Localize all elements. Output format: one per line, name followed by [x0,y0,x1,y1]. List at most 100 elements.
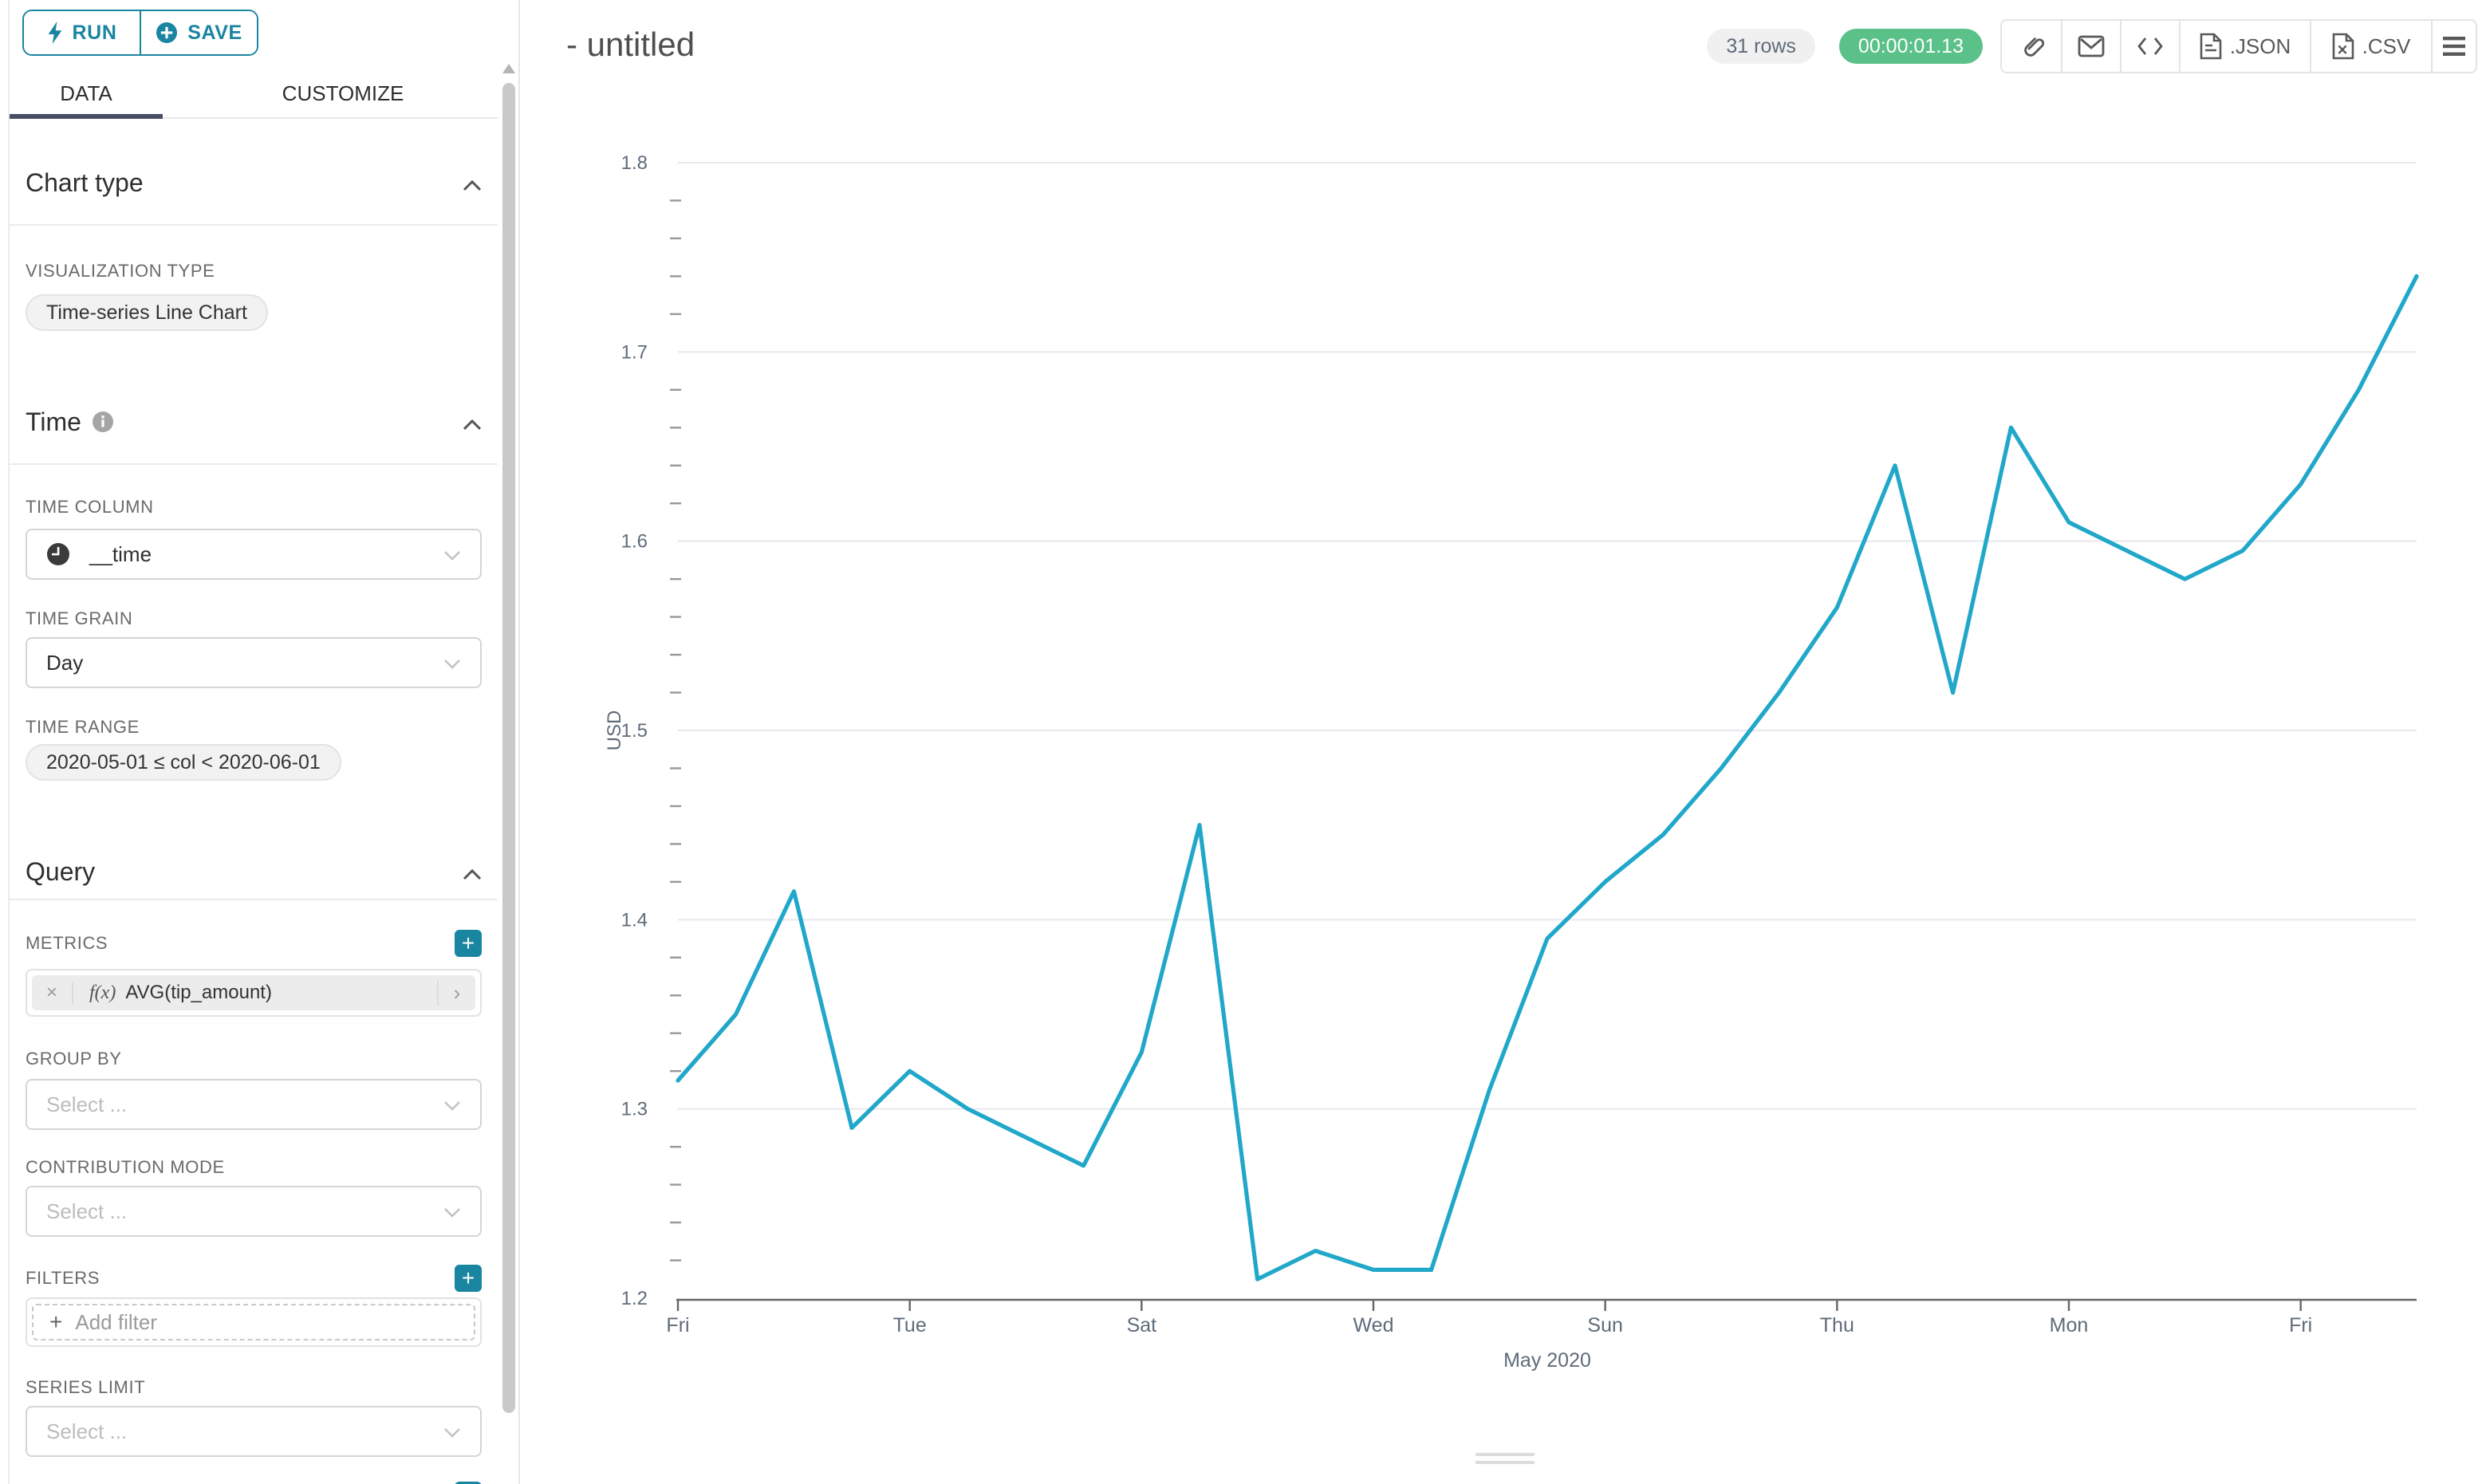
x-axis-tick-label: Thu [1820,1314,1854,1336]
filters-row: FILTERS + [10,1264,498,1293]
sidebar-scrollbar [498,0,520,1484]
x-axis-tick-label: Mon [2050,1314,2089,1336]
filters-label: FILTERS [26,1268,100,1288]
clock-icon [46,542,70,566]
save-button[interactable]: SAVE [140,11,257,54]
embed-code-button[interactable] [2120,21,2179,72]
divider [10,224,498,226]
add-filter-label: Add filter [75,1309,157,1334]
scrollbar-up-arrow[interactable] [502,64,515,73]
chevron-down-icon [443,1419,461,1444]
row-count-badge[interactable]: 31 rows [1707,29,1815,64]
contribution-mode-label: CONTRIBUTION MODE [26,1157,225,1177]
chevron-up-icon[interactable] [463,857,482,887]
chart-title[interactable]: - untitled [566,26,695,63]
chevron-down-icon [443,651,461,675]
metrics-label: METRICS [26,933,108,953]
time-column-value: __time [89,541,152,566]
section-chart-type-header[interactable]: Chart type [10,163,498,202]
scrollbar-thumb[interactable] [502,83,515,1413]
group-by-placeholder: Select ... [46,1092,128,1116]
chevron-down-icon [443,1199,461,1224]
chevron-up-icon[interactable] [463,407,482,437]
link-icon [2024,37,2044,57]
time-column-select[interactable]: __time [26,529,482,580]
run-button[interactable]: RUN [24,11,140,54]
add-sort-by-button[interactable]: + [455,1482,482,1484]
time-range-pill[interactable]: 2020-05-01 ≤ col < 2020-06-01 [26,744,341,781]
tab-customize[interactable]: CUSTOMIZE [282,81,404,105]
y-axis-tick-label: 1.2 [621,1288,648,1309]
metric-chip-label: AVG(tip_amount) [125,982,272,1003]
series-limit-placeholder: Select ... [46,1419,128,1443]
contribution-mode-select[interactable]: Select ... [26,1186,482,1237]
plus-icon: + [49,1309,63,1334]
metrics-container: × f(x) AVG(tip_amount) › [26,969,482,1017]
time-grain-value: Day [46,650,84,675]
chart-header-controls: 31 rows 00:00:01.13 .JSON .CSV [1707,19,2477,73]
x-axis-tick-label: Fri [2289,1314,2312,1336]
y-axis-tick-label: 1.4 [621,909,648,931]
export-json-label: .JSON [2229,33,2291,58]
section-query-header[interactable]: Query [10,852,498,891]
panel-tabs: DATA CUSTOMIZE [10,72,498,119]
copy-link-button[interactable] [2002,21,2061,72]
data-line-avg-tip-amount [676,274,2419,1281]
chart-resize-handle[interactable] [1475,1453,1535,1469]
add-metric-button[interactable]: + [455,930,482,957]
y-axis-tick-label: 1.6 [621,531,648,553]
query-timer-badge: 00:00:01.13 [1838,29,1983,64]
time-column-label: TIME COLUMN [26,497,154,517]
chevron-up-icon[interactable] [463,168,482,198]
export-csv-button[interactable]: .CSV [2310,21,2431,72]
time-grain-label: TIME GRAIN [26,608,133,628]
series-limit-select[interactable]: Select ... [26,1406,482,1457]
remove-metric-icon[interactable]: × [32,982,73,1004]
section-time-title: Time [26,407,81,436]
group-by-select[interactable]: Select ... [26,1079,482,1130]
time-grain-select[interactable]: Day [26,637,482,688]
plus-circle-icon [156,22,178,43]
y-axis-tick-label: 1.5 [621,720,648,742]
run-save-button-group: RUN SAVE [22,10,258,56]
x-axis-tick-label: Tue [893,1314,927,1336]
y-axis-tick-label: 1.7 [621,341,648,363]
export-csv-label: .CSV [2362,33,2411,58]
timeseries-line-chart: 1.2 1.3 1.4 1.5 1.6 1.7 1.8 Fri Tue Sat Wed Sun Thu M… [604,152,2419,1372]
tab-data[interactable]: DATA [10,72,163,118]
x-axis-title: May 2020 [1503,1349,1591,1372]
save-button-label: SAVE [187,21,242,44]
email-button[interactable] [2061,21,2120,72]
left-rail-divider [8,0,10,1484]
more-options-button[interactable] [2431,21,2476,72]
export-button-group: .JSON .CSV [2000,19,2477,73]
metrics-row: METRICS + [10,929,498,958]
section-query-title: Query [26,856,96,886]
metric-expand-icon[interactable]: › [437,980,475,1006]
y-axis-title: USD [604,711,625,751]
file-text-icon [2200,33,2222,60]
x-axis-tick-label: Sun [1587,1314,1622,1336]
x-axis-tick-label: Wed [1353,1314,1394,1336]
lightning-bolt-icon [48,22,61,44]
chart-panel: - untitled 31 rows 00:00:01.13 .JSON [522,0,2482,1484]
code-icon [2137,37,2163,55]
section-chart-type-title: Chart type [26,167,144,197]
series-limit-label: SERIES LIMIT [26,1377,146,1397]
x-axis-tick-label: Sat [1127,1314,1157,1336]
section-time-header[interactable]: Time [10,403,498,441]
add-filter-plus-button[interactable]: + [455,1265,482,1292]
export-json-button[interactable]: .JSON [2179,21,2310,72]
x-axis-tick-label: Fri [666,1314,689,1336]
file-x-icon [2332,33,2354,60]
metric-chip[interactable]: × f(x) AVG(tip_amount) › [32,975,475,1010]
contribution-mode-placeholder: Select ... [46,1199,128,1223]
add-filter-dropzone[interactable]: + Add filter [26,1297,482,1347]
envelope-icon [2078,35,2105,57]
fx-icon: f(x) [89,982,116,1003]
viz-type-pill[interactable]: Time-series Line Chart [26,294,268,331]
divider [10,463,498,465]
viz-type-label: VISUALIZATION TYPE [26,261,215,281]
control-panel-sidebar: RUN SAVE DATA CUSTOMIZE Chart type VISUA… [10,0,498,1484]
